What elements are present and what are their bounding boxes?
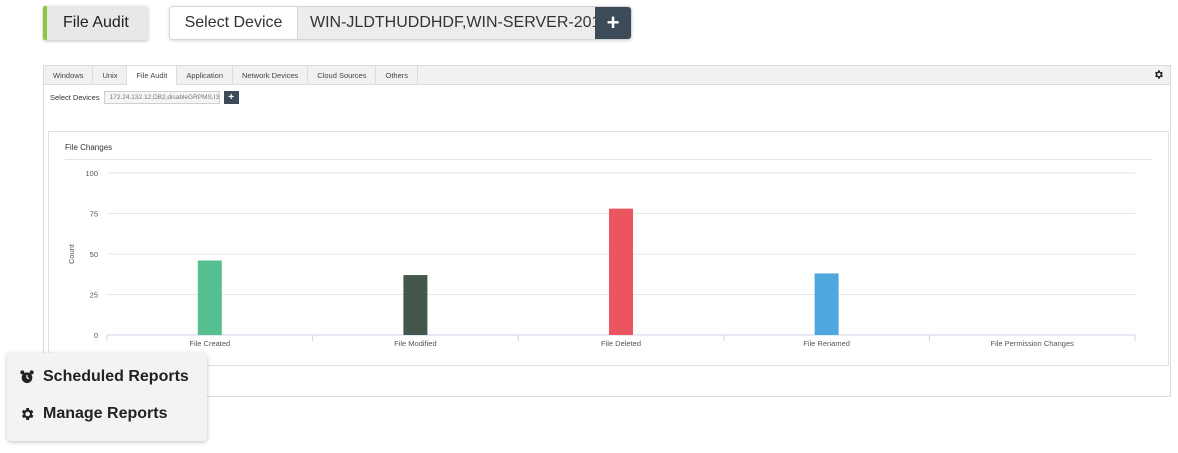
- x-tick-label: File Created: [189, 339, 230, 348]
- y-axis-label: Count: [67, 243, 76, 264]
- x-tick-label: File Deleted: [601, 339, 641, 348]
- x-tick-label: File Renamed: [803, 339, 850, 348]
- bar: [403, 275, 428, 335]
- y-tick-label: 25: [90, 291, 98, 300]
- device-value-field[interactable]: WIN-JLDTHUDDHDF,WIN-SERVER-2012: [298, 7, 595, 39]
- bar-chart: 0 25 50 75 100 Count File Created File Modified…: [67, 169, 1136, 348]
- add-device-button[interactable]: +: [595, 7, 631, 39]
- x-tick-label: File Modified: [394, 339, 437, 348]
- y-tick-label: 50: [90, 250, 98, 259]
- reports-float-menu: Scheduled Reports Manage Reports: [7, 353, 207, 441]
- tab-unix[interactable]: Unix: [93, 66, 128, 84]
- tab-cloud-sources[interactable]: Cloud Sources: [308, 66, 377, 84]
- tab-network-devices[interactable]: Network Devices: [233, 66, 309, 84]
- tab-file-audit[interactable]: File Audit: [127, 66, 178, 85]
- gear-icon[interactable]: [1153, 69, 1164, 80]
- y-tick-label: 0: [94, 331, 98, 340]
- gear-icon: [19, 406, 35, 422]
- select-devices-row: Select Devices 172.24.132.12,DB2,disable…: [50, 91, 239, 104]
- category-tabs: Windows Unix File Audit Application Netw…: [44, 66, 1170, 85]
- alarm-clock-icon: [19, 369, 35, 385]
- tab-others[interactable]: Others: [376, 66, 418, 84]
- file-changes-chart-card: File Changes 0 25 50 75 100 Count File Created…: [48, 131, 1169, 366]
- file-audit-label: File Audit: [63, 14, 129, 31]
- tab-application[interactable]: Application: [177, 66, 234, 84]
- select-device-label: Select Device: [170, 7, 298, 39]
- device-selector[interactable]: Select Device WIN-JLDTHUDDHDF,WIN-SERVER…: [169, 6, 632, 40]
- select-devices-label: Select Devices: [50, 93, 100, 102]
- y-tick-label: 75: [90, 210, 98, 219]
- manage-reports-item[interactable]: Manage Reports: [19, 405, 167, 423]
- bar: [197, 260, 222, 335]
- bar: [609, 208, 633, 335]
- manage-reports-label: Manage Reports: [43, 405, 168, 422]
- bar: [814, 273, 839, 335]
- select-devices-field[interactable]: 172.24.132.12,DB2,disableGRPMS,I3...: [103, 91, 220, 104]
- report-panel: Windows Unix File Audit Application Netw…: [43, 65, 1171, 397]
- y-tick-label: 100: [85, 169, 98, 178]
- x-tick-label: File Permission Changes: [991, 339, 1075, 348]
- add-devices-button[interactable]: +: [223, 91, 239, 104]
- tab-windows[interactable]: Windows: [44, 66, 94, 84]
- chart-title: File Changes: [65, 143, 113, 152]
- chart-title-divider: [65, 159, 1152, 160]
- scheduled-reports-label: Scheduled Reports: [43, 368, 189, 385]
- file-audit-badge[interactable]: File Audit: [43, 6, 148, 40]
- scheduled-reports-item[interactable]: Scheduled Reports: [19, 368, 189, 386]
